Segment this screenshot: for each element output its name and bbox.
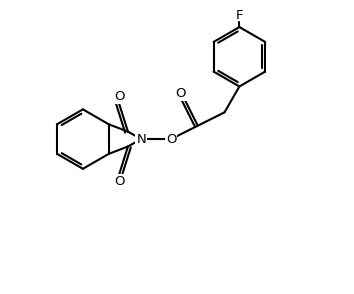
Text: N: N	[136, 133, 146, 146]
Text: O: O	[114, 175, 124, 188]
Text: O: O	[166, 133, 176, 146]
Text: O: O	[114, 90, 124, 103]
Text: O: O	[175, 86, 186, 99]
Text: F: F	[236, 9, 243, 22]
